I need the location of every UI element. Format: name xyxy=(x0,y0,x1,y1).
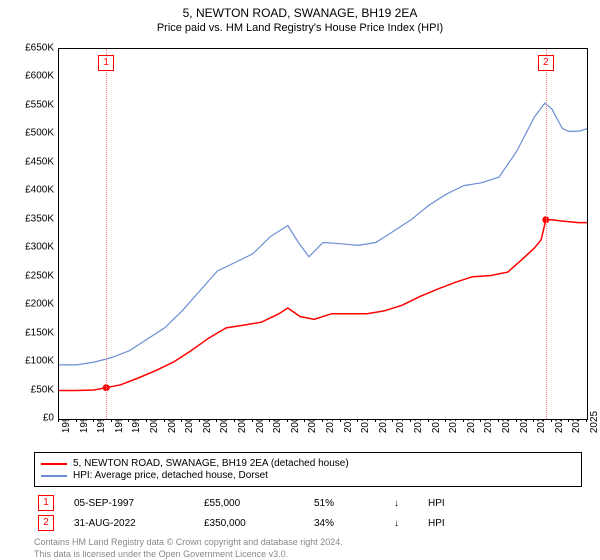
legend-label: 5, NEWTON ROAD, SWANAGE, BH19 2EA (detac… xyxy=(73,458,349,469)
footer-note: Contains HM Land Registry data © Crown c… xyxy=(34,537,582,560)
arrow-down-icon: ↓ xyxy=(384,498,418,509)
plot-area: 12 xyxy=(58,48,588,420)
series-line xyxy=(59,220,587,391)
sales-table: 1 05-SEP-1997£55,00051%↓HPI 2 31-AUG-2022£3… xyxy=(34,493,582,533)
sales-row: 2 31-AUG-2022£350,00034%↓HPI xyxy=(34,513,582,533)
y-tick-label: £400K xyxy=(4,185,54,196)
chart-figure: 5, NEWTON ROAD, SWANAGE, BH19 2EA Price … xyxy=(0,0,600,560)
sale-price: £350,000 xyxy=(194,518,304,529)
footer-line1: Contains HM Land Registry data © Crown c… xyxy=(34,537,582,549)
plot-svg xyxy=(59,49,587,419)
footer-line2: This data is licensed under the Open Gov… xyxy=(34,549,582,560)
sale-date: 05-SEP-1997 xyxy=(64,498,194,509)
sale-price: £55,000 xyxy=(194,498,304,509)
title-block: 5, NEWTON ROAD, SWANAGE, BH19 2EA Price … xyxy=(0,0,600,34)
arrow-down-icon: ↓ xyxy=(384,518,418,529)
x-tick-label: 2025 xyxy=(589,411,600,433)
y-tick-label: £500K xyxy=(4,128,54,139)
y-tick-label: £650K xyxy=(4,43,54,54)
sale-suffix: HPI xyxy=(418,498,478,509)
y-tick-label: £100K xyxy=(4,356,54,367)
y-tick-label: £550K xyxy=(4,99,54,110)
sale-suffix: HPI xyxy=(418,518,478,529)
sale-pct: 34% xyxy=(304,518,384,529)
y-tick-label: £250K xyxy=(4,270,54,281)
sale-index-box: 2 xyxy=(38,515,54,531)
y-tick-label: £150K xyxy=(4,327,54,338)
sale-vline xyxy=(546,49,549,419)
sale-pct: 51% xyxy=(304,498,384,509)
series-line xyxy=(59,103,587,365)
y-tick-label: £600K xyxy=(4,71,54,82)
chart-title-address: 5, NEWTON ROAD, SWANAGE, BH19 2EA xyxy=(0,6,600,20)
legend-swatch xyxy=(41,475,67,477)
y-tick-label: £200K xyxy=(4,299,54,310)
y-tick-label: £450K xyxy=(4,156,54,167)
legend-item: 5, NEWTON ROAD, SWANAGE, BH19 2EA (detac… xyxy=(41,458,575,469)
sales-row: 1 05-SEP-1997£55,00051%↓HPI xyxy=(34,493,582,513)
legend-swatch xyxy=(41,463,67,465)
y-tick-label: £300K xyxy=(4,242,54,253)
y-tick-label: £0 xyxy=(4,413,54,424)
legend-label: HPI: Average price, detached house, Dors… xyxy=(73,470,268,481)
sale-index-box: 1 xyxy=(38,495,54,511)
chart-subtitle: Price paid vs. HM Land Registry's House … xyxy=(0,22,600,34)
y-tick-label: £50K xyxy=(4,384,54,395)
sale-date: 31-AUG-2022 xyxy=(64,518,194,529)
sale-marker-box: 1 xyxy=(98,55,114,71)
legend-item: HPI: Average price, detached house, Dors… xyxy=(41,470,575,481)
legend-box: 5, NEWTON ROAD, SWANAGE, BH19 2EA (detac… xyxy=(34,452,582,487)
sale-vline xyxy=(106,49,109,419)
y-tick-label: £350K xyxy=(4,213,54,224)
sale-marker-box: 2 xyxy=(538,55,554,71)
legend-and-table: 5, NEWTON ROAD, SWANAGE, BH19 2EA (detac… xyxy=(34,452,582,560)
